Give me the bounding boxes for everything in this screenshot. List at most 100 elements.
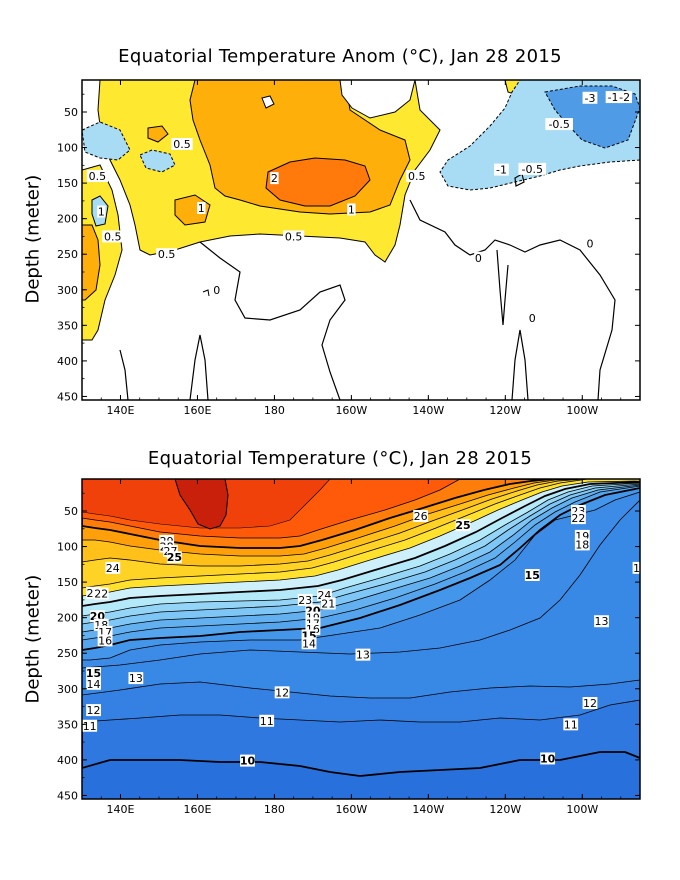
anomaly-contour-label: 0.5 [173,138,191,151]
temperature-y-tick-label: 350 [57,718,78,731]
temperature-contour-label-bg [355,648,371,661]
temperature-contour-label-bg [297,593,313,606]
temperature-contour-label: 14 [87,678,101,691]
temperature-panel: 2928272625252424232223212322191820201918… [36,479,647,799]
temperature-x-tick-label: 160E [183,803,211,816]
temperature-x-tick-label: 160W [335,803,367,816]
temperature-contour-label: 12 [583,697,597,710]
temperature-contour-label: 13 [595,615,609,628]
temperature-contour-label-bg [582,697,598,709]
anomaly-contour-label: 0.5 [158,248,176,261]
temperature-x-tick-label: 140E [107,803,135,816]
anomaly-x-tick-label: 180 [264,404,285,417]
temperature-contour-label: 25 [455,519,470,532]
temperature-contour-label-bg [632,561,640,574]
temperature-contour-label: 22 [94,587,108,600]
anomaly-contour-label: 0.5 [89,170,107,183]
anomaly-y-tick-label: 200 [57,213,78,226]
anomaly-contour-label: 1 [98,206,105,219]
anomaly-region-pos-2 [265,157,371,207]
anomaly-contour-label-bg [545,118,573,131]
anomaly-region-neg-145e [139,149,176,173]
anomaly-zero-contour-120w-east [511,329,529,400]
temperature-contour-label-bg [240,754,255,767]
anomaly-contour-labels: 0.5 1 0.5 0.5 1 0.5 2 1 0.5 0.5 0 0 0 0 -0.5 -1 -0.5 -3 -1… [86,91,633,325]
temperature-y-tick-label: 400 [57,754,78,767]
temperature-contour-label-bg [82,719,98,732]
temperature-contour-label: 13 [129,672,143,685]
temperature-contour-label-bg [574,538,590,551]
temperature-contour-labels: 2928272625252424232223212322191820201918… [36,505,647,773]
anomaly-zero-contour-west [119,349,129,400]
temperature-contour-label-bg [166,551,182,564]
temperature-contour-label-bg [413,509,429,522]
temp-band-gt30 [174,479,229,530]
temperature-contour-label-bg [259,714,275,727]
temperature-contour-label: 14 [633,562,647,575]
temperature-contour-label: 23 [298,594,312,607]
temperature-contour-label-bg [105,561,121,574]
anomaly-contour-label-bg [582,91,598,104]
anomaly-contour-label: 0.5 [104,230,122,243]
temperature-y-tick-label: 150 [57,576,78,589]
anomaly-contour-label: 0 [529,312,536,325]
anomaly-y-tick-label: 150 [57,177,78,190]
temperature-x-tick-label: 100W [566,803,598,816]
anomaly-contour-label-bg [605,91,621,104]
temperature-y-tick-label: 300 [57,683,78,696]
anomaly-contour-label: 1 [198,202,205,215]
temperature-contour-label: 11 [83,720,97,733]
anomaly-contour-label-bg [518,162,547,175]
temperature-contour-label-bg [97,634,113,647]
anomaly-contour-label: 0 [586,238,593,251]
temperature-contour-label: 18 [575,538,589,551]
anomaly-contour-label: -1 [608,91,619,104]
temperature-y-tick-label: 250 [57,647,78,660]
anomaly-contour-label: 1 [348,203,355,216]
anomaly-panel: 0.5 1 0.5 0.5 1 0.5 2 1 0.5 0.5 0 0 0 0 -0.5 -1 -0.5 -3 -1… [82,80,640,400]
anomaly-x-tick-label: 140E [107,404,135,417]
anomaly-zero-contour-180 [199,241,346,400]
temperature-contour-label: 10 [240,755,256,768]
anomaly-y-tick-label: 50 [64,106,78,119]
anomaly-contour-label: -2 [619,91,630,104]
anomaly-contour-label: -1 [496,164,507,177]
anomaly-contour-label-bg [494,163,509,176]
anomaly-zero-contour-160e [189,334,209,400]
anomaly-contour-label-bg [197,202,206,214]
temperature-contour-label-bg [540,752,556,765]
anomaly-region-neg-west [82,121,131,161]
anomaly-y-tick-label: 400 [57,355,78,368]
anomaly-contour-label-bg [283,230,305,243]
temperature-contour-label-bg [571,512,586,525]
temperature-y-tick-label: 450 [57,789,78,802]
anomaly-contour-label: 2 [271,172,278,185]
anomaly-contour-label-bg [347,203,356,216]
anomaly-plot-frame [81,79,641,401]
anomaly-y-tick-label: 450 [57,390,78,403]
anomaly-contour-label: 0.5 [408,170,426,183]
anomaly-x-tick-label: 120W [489,404,521,417]
temperature-contour-label-bg [594,615,609,628]
temperature-contour-label-bg [320,597,336,610]
anomaly-contour-label-bg [528,312,537,325]
temperature-contour-label: 10 [36,760,52,773]
anomaly-region-zero-hole [339,80,416,119]
anomaly-contour-label: 0 [213,284,220,297]
temperature-contour-label: 16 [98,634,112,647]
temperature-contour-label: 12 [87,704,101,717]
anomaly-contour-label-bg [97,205,106,218]
temperature-x-tick-label: 140W [412,803,444,816]
anomaly-contour-label: 0.5 [285,230,303,243]
temperature-contour-label: 25 [167,551,182,564]
temperature-contour-label: 15 [86,667,101,680]
anomaly-region-pos-1-145e [147,125,169,143]
temperature-y-tick-label: 50 [64,505,78,518]
chart-title-anomaly: Equatorial Temperature Anom (°C), Jan 28… [118,46,562,67]
anomaly-contour-label-bg [270,172,279,185]
temperature-contour-label-bg [455,519,471,532]
temperature-x-tick-label: 180 [264,803,285,816]
anomaly-zero-contour-140w [409,199,616,400]
anomaly-y-tick-label: 350 [57,319,78,332]
temperature-contour-label-bg [524,569,540,581]
